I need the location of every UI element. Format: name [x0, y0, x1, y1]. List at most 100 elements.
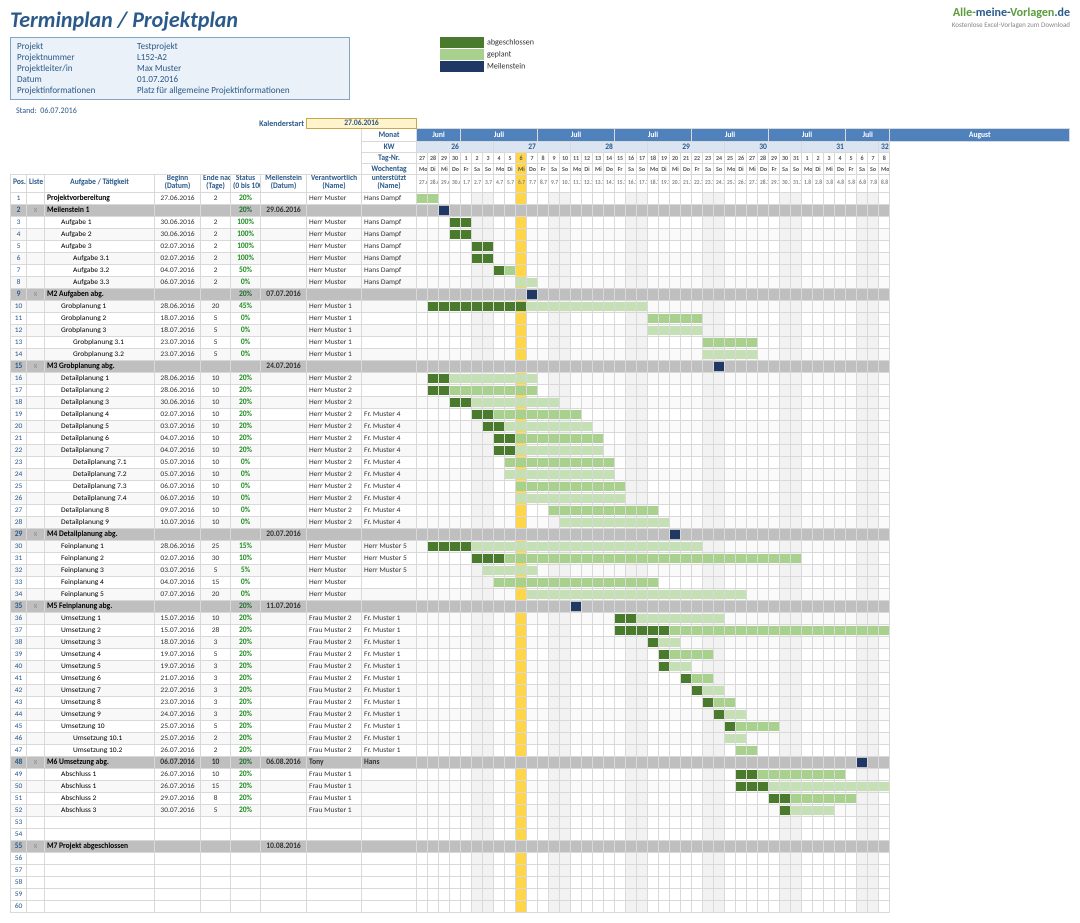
data-cell[interactable]: 49: [11, 768, 27, 780]
table-row[interactable]: 49Abschluss 126.07.20161020%Frau Muster …: [11, 768, 1070, 780]
data-cell[interactable]: 33: [11, 576, 27, 588]
data-cell[interactable]: 29: [11, 528, 27, 540]
table-row[interactable]: 29xM4 Detailplanung abg.20.07.2016: [11, 528, 1070, 540]
data-cell[interactable]: 17: [11, 384, 27, 396]
data-cell[interactable]: [27, 192, 45, 204]
table-row[interactable]: 43Umsetzung 823.07.2016320%Frau Muster 2…: [11, 696, 1070, 708]
table-row[interactable]: 26Detailplanung 7.406.07.2016100%Herr Mu…: [11, 492, 1070, 504]
task-cell[interactable]: Aufgabe 3: [45, 240, 155, 252]
task-cell[interactable]: Umsetzung 3: [45, 636, 155, 648]
data-cell[interactable]: [27, 216, 45, 228]
task-cell[interactable]: Feinplanung 5: [45, 588, 155, 600]
col-header[interactable]: Status(0 bis 100): [231, 175, 261, 193]
task-cell[interactable]: Detailplanung 7.2: [45, 468, 155, 480]
table-row[interactable]: 2xMeilenstein 120%29.06.2016: [11, 204, 1070, 216]
data-cell[interactable]: 34: [11, 588, 27, 600]
table-row[interactable]: 22Detailplanung 704.07.20161020%Herr Mus…: [11, 444, 1070, 456]
data-cell[interactable]: 28: [11, 516, 27, 528]
table-row[interactable]: 57: [11, 864, 1070, 876]
data-cell[interactable]: [27, 468, 45, 480]
data-cell[interactable]: 32: [11, 564, 27, 576]
task-cell[interactable]: Abschluss 3: [45, 804, 155, 816]
data-cell[interactable]: [27, 492, 45, 504]
table-row[interactable]: 52Abschluss 330.07.2016520%Frau Muster 1: [11, 804, 1070, 816]
col-header[interactable]: Aufgabe / Tätigkeit: [45, 175, 155, 193]
table-row[interactable]: 10Grobplanung 128.06.20162045%Herr Muste…: [11, 300, 1070, 312]
data-cell[interactable]: [27, 384, 45, 396]
data-cell[interactable]: [27, 780, 45, 792]
data-cell[interactable]: [27, 396, 45, 408]
data-cell[interactable]: [27, 624, 45, 636]
task-cell[interactable]: M3 Grobplanung abg.: [45, 360, 155, 372]
task-cell[interactable]: Abschluss 1: [45, 768, 155, 780]
task-cell[interactable]: Detailplanung 7.4: [45, 492, 155, 504]
table-row[interactable]: 40Umsetzung 519.07.2016320%Frau Muster 2…: [11, 660, 1070, 672]
task-cell[interactable]: Feinplanung 1: [45, 540, 155, 552]
data-cell[interactable]: x: [27, 360, 45, 372]
data-cell[interactable]: 39: [11, 648, 27, 660]
task-cell[interactable]: Umsetzung 1: [45, 612, 155, 624]
data-cell[interactable]: 35: [11, 600, 27, 612]
table-row[interactable]: 31Feinplanung 202.07.20163010%Herr Muste…: [11, 552, 1070, 564]
task-cell[interactable]: Detailplanung 7.1: [45, 456, 155, 468]
data-cell[interactable]: 50: [11, 780, 27, 792]
table-row[interactable]: 48xM6 Umsetzung abg.06.07.20161020%06.08…: [11, 756, 1070, 768]
table-row[interactable]: 55xM7 Projekt abgeschlossen10.08.2016: [11, 840, 1070, 852]
table-row[interactable]: 4Aufgabe 230.06.20162100%Herr MusterHans…: [11, 228, 1070, 240]
table-row[interactable]: 60: [11, 900, 1070, 912]
task-cell[interactable]: Feinplanung 4: [45, 576, 155, 588]
data-cell[interactable]: [27, 804, 45, 816]
task-cell[interactable]: Detailplanung 2: [45, 384, 155, 396]
data-cell[interactable]: 2: [11, 204, 27, 216]
task-cell[interactable]: Umsetzung 10.2: [45, 744, 155, 756]
table-row[interactable]: 36Umsetzung 115.07.20161020%Frau Muster …: [11, 612, 1070, 624]
task-cell[interactable]: Aufgabe 3.3: [45, 276, 155, 288]
table-row[interactable]: 9xM2 Aufgaben abg.20%07.07.2016: [11, 288, 1070, 300]
data-cell[interactable]: [27, 828, 45, 840]
task-cell[interactable]: Detailplanung 7.3: [45, 480, 155, 492]
task-cell[interactable]: Detailplanung 7: [45, 444, 155, 456]
data-cell[interactable]: x: [27, 528, 45, 540]
task-cell[interactable]: Umsetzung 9: [45, 708, 155, 720]
data-cell[interactable]: [27, 696, 45, 708]
data-cell[interactable]: 6: [11, 252, 27, 264]
data-cell[interactable]: 52: [11, 804, 27, 816]
data-cell[interactable]: 47: [11, 744, 27, 756]
table-row[interactable]: 38Umsetzung 318.07.2016320%Frau Muster 2…: [11, 636, 1070, 648]
data-cell[interactable]: [27, 252, 45, 264]
data-cell[interactable]: 20: [11, 420, 27, 432]
data-cell[interactable]: [27, 816, 45, 828]
task-cell[interactable]: Grobplanung 1: [45, 300, 155, 312]
data-cell[interactable]: 37: [11, 624, 27, 636]
data-cell[interactable]: 14: [11, 348, 27, 360]
data-cell[interactable]: [27, 648, 45, 660]
col-header[interactable]: Meilenstein(Datum): [261, 175, 307, 193]
data-cell[interactable]: [27, 324, 45, 336]
task-cell[interactable]: Aufgabe 1: [45, 216, 155, 228]
task-cell[interactable]: Umsetzung 6: [45, 672, 155, 684]
data-cell[interactable]: 40: [11, 660, 27, 672]
task-cell[interactable]: Grobplanung 3.1: [45, 336, 155, 348]
task-cell[interactable]: Aufgabe 3.1: [45, 252, 155, 264]
data-cell[interactable]: 23: [11, 456, 27, 468]
task-cell[interactable]: Detailplanung 9: [45, 516, 155, 528]
task-cell[interactable]: Umsetzung 2: [45, 624, 155, 636]
data-cell[interactable]: 11: [11, 312, 27, 324]
data-cell[interactable]: [27, 684, 45, 696]
data-cell[interactable]: 36: [11, 612, 27, 624]
data-cell[interactable]: 53: [11, 816, 27, 828]
data-cell[interactable]: [27, 744, 45, 756]
data-cell[interactable]: [27, 864, 45, 876]
table-row[interactable]: 12Grobplanung 318.07.201650%Herr Muster …: [11, 324, 1070, 336]
data-cell[interactable]: [27, 564, 45, 576]
task-cell[interactable]: Feinplanung 3: [45, 564, 155, 576]
task-cell[interactable]: Umsetzung 4: [45, 648, 155, 660]
data-cell[interactable]: 15: [11, 360, 27, 372]
data-cell[interactable]: [27, 420, 45, 432]
data-cell[interactable]: 59: [11, 888, 27, 900]
task-cell[interactable]: [45, 852, 155, 864]
task-cell[interactable]: [45, 888, 155, 900]
data-cell[interactable]: 55: [11, 840, 27, 852]
data-cell[interactable]: 27: [11, 504, 27, 516]
data-cell[interactable]: [27, 312, 45, 324]
